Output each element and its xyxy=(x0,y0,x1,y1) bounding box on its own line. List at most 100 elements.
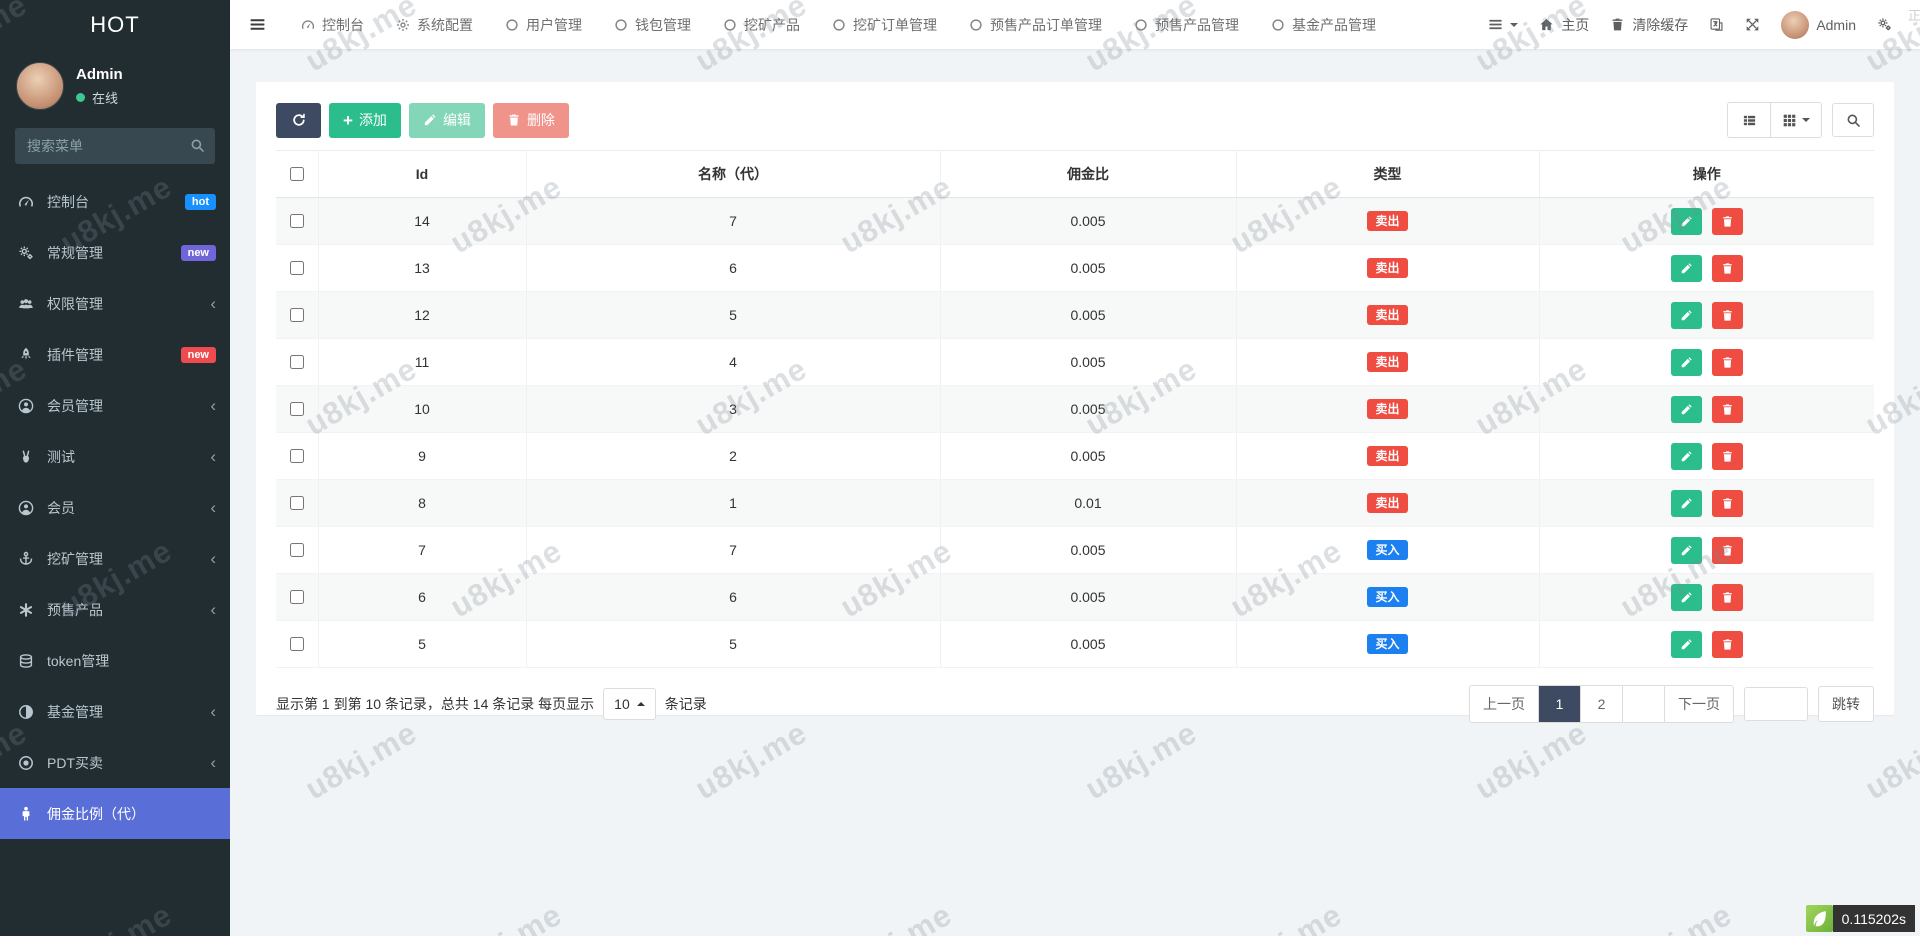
menu-search-input[interactable] xyxy=(15,128,215,164)
row-checkbox[interactable] xyxy=(290,308,305,322)
edit-button[interactable]: 编辑 xyxy=(408,102,485,138)
column-header-name[interactable]: 名称（代） xyxy=(526,150,941,198)
row-edit-button[interactable] xyxy=(1670,207,1702,235)
row-checkbox[interactable] xyxy=(290,214,305,228)
row-checkbox[interactable] xyxy=(290,637,305,651)
row-edit-button[interactable] xyxy=(1670,348,1702,376)
jump-page-input[interactable] xyxy=(1744,687,1808,721)
user-name: Admin xyxy=(76,65,123,83)
row-delete-button[interactable] xyxy=(1711,583,1743,611)
circle-o-icon xyxy=(832,18,846,32)
sidebar-item[interactable]: 测试 xyxy=(0,431,230,482)
nav-tab[interactable]: 钱包管理 xyxy=(598,0,707,49)
debug-toolbar[interactable]: 0.115202s xyxy=(1805,905,1915,932)
table-row[interactable]: 14 7 0.005 卖出 xyxy=(276,197,1874,245)
row-edit-button[interactable] xyxy=(1670,301,1702,329)
nav-tab[interactable]: 挖矿订单管理 xyxy=(816,0,953,49)
next-page-button[interactable]: 下一页 xyxy=(1664,686,1733,722)
sidebar-toggle-button[interactable] xyxy=(230,16,285,33)
cell-rate: 0.005 xyxy=(940,244,1237,292)
row-checkbox[interactable] xyxy=(290,496,305,510)
add-button-label: 添加 xyxy=(358,112,387,128)
column-header-type[interactable]: 类型 xyxy=(1236,150,1540,198)
table-row[interactable]: 5 5 0.005 买入 xyxy=(276,620,1874,668)
row-delete-button[interactable] xyxy=(1711,536,1743,564)
row-edit-button[interactable] xyxy=(1670,489,1702,517)
nav-tab[interactable]: 预售产品管理 xyxy=(1118,0,1255,49)
sidebar-item-label: 常规管理 xyxy=(47,244,103,261)
refresh-button[interactable] xyxy=(276,102,321,138)
row-delete-button[interactable] xyxy=(1711,254,1743,282)
clear-cache-button[interactable]: 清除缓存 xyxy=(1610,15,1688,35)
tab-list-dropdown-button[interactable] xyxy=(1488,17,1519,32)
home-label: 主页 xyxy=(1561,16,1590,33)
table-row[interactable]: 7 7 0.005 买入 xyxy=(276,526,1874,574)
sidebar-item[interactable]: 权限管理 xyxy=(0,278,230,329)
select-all-checkbox[interactable] xyxy=(290,167,305,181)
row-delete-button[interactable] xyxy=(1711,301,1743,329)
table-row[interactable]: 10 3 0.005 卖出 xyxy=(276,385,1874,433)
row-delete-button[interactable] xyxy=(1711,395,1743,423)
row-checkbox[interactable] xyxy=(290,449,305,463)
search-toggle-button[interactable] xyxy=(1832,103,1874,137)
row-checkbox[interactable] xyxy=(290,402,305,416)
page-button[interactable]: 1 xyxy=(1538,686,1580,722)
chevron-left-icon xyxy=(210,703,216,720)
table-row[interactable]: 11 4 0.005 卖出 xyxy=(276,338,1874,386)
row-edit-button[interactable] xyxy=(1670,442,1702,470)
sidebar-item[interactable]: PDT买卖 xyxy=(0,737,230,788)
settings-button[interactable] xyxy=(1877,17,1892,32)
table-row[interactable]: 12 5 0.005 卖出 xyxy=(276,291,1874,339)
sidebar-item[interactable]: token管理 xyxy=(0,635,230,686)
row-edit-button[interactable] xyxy=(1670,254,1702,282)
sidebar-item[interactable]: 会员 xyxy=(0,482,230,533)
sidebar-item[interactable]: 挖矿管理 xyxy=(0,533,230,584)
pencil-icon xyxy=(1680,215,1693,228)
nav-tab[interactable]: 预售产品订单管理 xyxy=(953,0,1118,49)
sidebar-item[interactable]: 会员管理 xyxy=(0,380,230,431)
row-delete-button[interactable] xyxy=(1711,442,1743,470)
sidebar-item[interactable]: 常规管理 new xyxy=(0,227,230,278)
nav-tab[interactable]: 控制台 xyxy=(285,0,380,49)
toggle-view-button[interactable] xyxy=(1728,103,1770,137)
column-header-id[interactable]: Id xyxy=(318,150,527,198)
nav-tab[interactable]: 用户管理 xyxy=(489,0,598,49)
columns-button[interactable] xyxy=(1770,103,1821,137)
sidebar-item[interactable]: 佣金比例（代） xyxy=(0,788,230,839)
sidebar-item[interactable]: 基金管理 xyxy=(0,686,230,737)
jump-button[interactable]: 跳转 xyxy=(1818,686,1874,722)
sidebar-item[interactable]: 控制台 hot xyxy=(0,176,230,227)
row-edit-button[interactable] xyxy=(1670,536,1702,564)
column-header-rate[interactable]: 佣金比 xyxy=(940,150,1237,198)
table-row[interactable]: 8 1 0.01 卖出 xyxy=(276,479,1874,527)
row-checkbox[interactable] xyxy=(290,261,305,275)
sidebar-item[interactable]: 预售产品 xyxy=(0,584,230,635)
row-checkbox[interactable] xyxy=(290,590,305,604)
page-button[interactable]: 2 xyxy=(1580,686,1622,722)
row-edit-button[interactable] xyxy=(1670,395,1702,423)
row-checkbox[interactable] xyxy=(290,355,305,369)
nav-tab[interactable]: 挖矿产品 xyxy=(707,0,816,49)
row-edit-button[interactable] xyxy=(1670,630,1702,658)
add-button[interactable]: + 添加 xyxy=(329,102,401,138)
sidebar-item[interactable]: 插件管理 new xyxy=(0,329,230,380)
home-button[interactable]: 主页 xyxy=(1539,15,1589,35)
delete-button[interactable]: 删除 xyxy=(492,102,569,138)
row-edit-button[interactable] xyxy=(1670,583,1702,611)
page-size-dropdown[interactable]: 10 xyxy=(603,688,656,720)
table-row[interactable]: 13 6 0.005 卖出 xyxy=(276,244,1874,292)
language-button[interactable] xyxy=(1709,17,1724,32)
row-checkbox[interactable] xyxy=(290,543,305,557)
table-row[interactable]: 9 2 0.005 卖出 xyxy=(276,432,1874,480)
nav-tab[interactable]: 基金产品管理 xyxy=(1255,0,1392,49)
row-delete-button[interactable] xyxy=(1711,348,1743,376)
row-delete-button[interactable] xyxy=(1711,630,1743,658)
row-delete-button[interactable] xyxy=(1711,489,1743,517)
nav-tab[interactable]: 系统配置 xyxy=(380,0,489,49)
prev-page-button[interactable]: 上一页 xyxy=(1470,686,1538,722)
row-delete-button[interactable] xyxy=(1711,207,1743,235)
user-menu[interactable]: Admin xyxy=(1781,10,1856,39)
table-row[interactable]: 6 6 0.005 买入 xyxy=(276,573,1874,621)
pagination-info-suffix: 条记录 xyxy=(664,696,707,712)
fullscreen-button[interactable] xyxy=(1745,17,1760,32)
